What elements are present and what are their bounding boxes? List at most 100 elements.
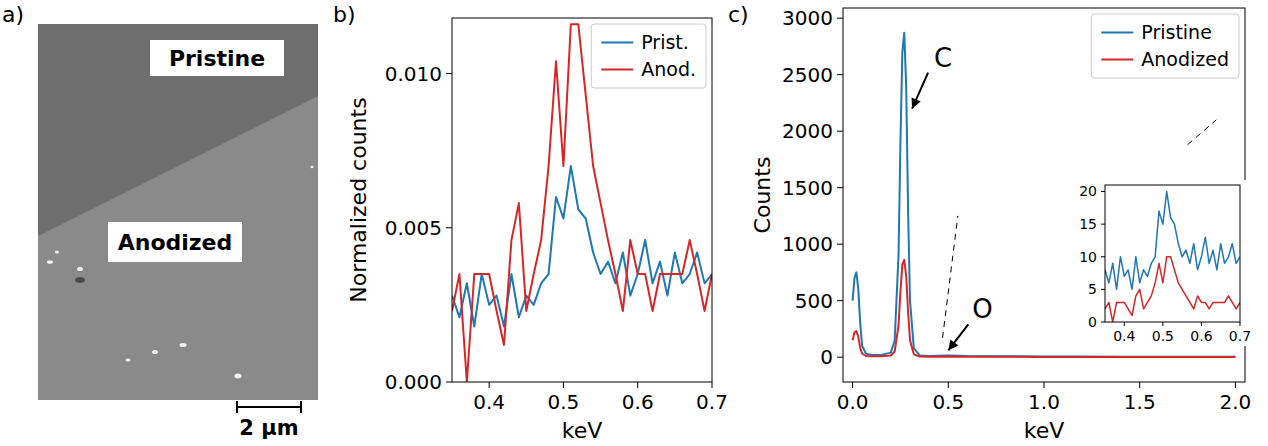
arrow-head [948, 339, 958, 350]
inset: 0.40.50.60.705101520 [1074, 180, 1268, 346]
region-label: Anodized [118, 230, 233, 255]
y-tick-label: 2500 [782, 63, 833, 87]
legend-swatch [601, 42, 633, 44]
particle [77, 267, 83, 271]
legend: Prist. Anod. [591, 24, 706, 88]
series-line [1105, 257, 1240, 322]
y-tick [837, 74, 843, 75]
particle [180, 343, 187, 347]
y-axis-title: Normalized counts [346, 97, 371, 302]
y-tick-label: 3000 [782, 6, 833, 30]
y-tick-label: 0.010 [385, 62, 442, 86]
legend-label: Anodized [1141, 48, 1229, 70]
y-tick [446, 73, 452, 74]
legend-swatch [1101, 59, 1133, 61]
zoom-guide [943, 216, 958, 338]
y-tick [1101, 289, 1105, 290]
arrow-head [912, 97, 921, 108]
figure: a)PristineAnodized2 µmb)0.40.50.60.70.00… [0, 0, 1268, 446]
x-tick-label: 0.6 [1190, 328, 1212, 344]
panel-letter: b) [333, 2, 356, 27]
series-line [1105, 192, 1240, 290]
y-tick [446, 227, 452, 228]
y-tick [1101, 322, 1105, 323]
y-tick-label: 0.000 [385, 370, 442, 394]
anodized-region [38, 24, 318, 400]
legend-box [591, 24, 706, 88]
x-tick-label: 1.5 [1124, 390, 1156, 414]
x-tick [948, 382, 949, 388]
x-tick-label: 0.0 [837, 390, 869, 414]
x-tick [1240, 322, 1241, 326]
y-tick-label: 5 [1088, 281, 1097, 297]
scale-bar [236, 406, 302, 408]
x-tick [1201, 322, 1202, 326]
particle [126, 359, 131, 362]
x-axis-title: keV [562, 418, 603, 443]
series-line [452, 24, 712, 382]
x-tick-label: 0.5 [548, 390, 580, 414]
legend-box [1091, 14, 1239, 78]
x-tick [1235, 382, 1236, 388]
x-tick-label: 2.0 [1220, 390, 1252, 414]
y-tick-label: 0.005 [385, 216, 442, 240]
x-tick-label: 0.5 [1152, 328, 1174, 344]
legend-label: Anod. [641, 58, 696, 80]
region-label-box [150, 40, 284, 76]
y-axis-title: Counts [750, 157, 775, 234]
legend-label: Prist. [641, 31, 689, 53]
particle [47, 260, 53, 264]
arrow-shaft [912, 73, 928, 109]
series-line [452, 166, 712, 326]
arrow-shaft [948, 324, 968, 350]
x-tick-label: 0.4 [473, 390, 505, 414]
y-tick-label: 500 [795, 289, 833, 313]
zoom-guide [1188, 120, 1217, 145]
x-tick [712, 382, 713, 388]
x-tick [637, 382, 638, 388]
particle [152, 350, 158, 354]
y-tick-label: 2000 [782, 119, 833, 143]
y-tick-label: 0 [1088, 314, 1097, 330]
legend: Pristine Anodized [1091, 14, 1239, 78]
y-tick [837, 131, 843, 132]
y-tick [837, 187, 843, 188]
region-label-box [108, 222, 242, 262]
x-tick [489, 382, 490, 388]
y-tick [837, 244, 843, 245]
x-tick [1139, 382, 1140, 388]
particle [55, 251, 59, 254]
y-tick [1101, 191, 1105, 192]
x-tick-label: 0.5 [932, 390, 964, 414]
legend-label: Pristine [1141, 21, 1212, 43]
x-tick [1044, 382, 1045, 388]
inset-background [1074, 180, 1268, 346]
legend-swatch [1101, 32, 1133, 34]
plot-frame [1105, 185, 1240, 322]
sem-image: Pristine Anodized [38, 24, 318, 400]
x-tick-label: 0.7 [696, 390, 728, 414]
particle [235, 374, 242, 379]
annotation: O [972, 294, 992, 324]
y-tick-label: 0 [820, 345, 833, 369]
particle [311, 166, 314, 168]
dark-spot [75, 277, 85, 283]
x-tick-label: 0.7 [1229, 328, 1251, 344]
x-tick [1124, 322, 1125, 326]
y-tick [837, 357, 843, 358]
panel-b: 0.4 0.5 0.6 0.7 0.000 0.005 0.010 keV Normalized… [346, 18, 728, 443]
y-tick-label: 1500 [782, 176, 833, 200]
x-tick-label: 1.0 [1028, 390, 1060, 414]
scale-bar-label: 2 µm [239, 416, 298, 440]
y-tick-label: 10 [1079, 249, 1097, 265]
annotation: C [934, 43, 952, 73]
x-tick-label: 0.4 [1113, 328, 1135, 344]
x-tick-label: 0.6 [622, 390, 654, 414]
y-tick [837, 300, 843, 301]
region-label: Pristine [169, 46, 265, 71]
x-axis-title: keV [1024, 418, 1065, 443]
y-tick-label: 1000 [782, 232, 833, 256]
panel-letter: a) [2, 2, 24, 27]
scale-bar-end [236, 401, 238, 413]
data-area [1105, 192, 1240, 322]
